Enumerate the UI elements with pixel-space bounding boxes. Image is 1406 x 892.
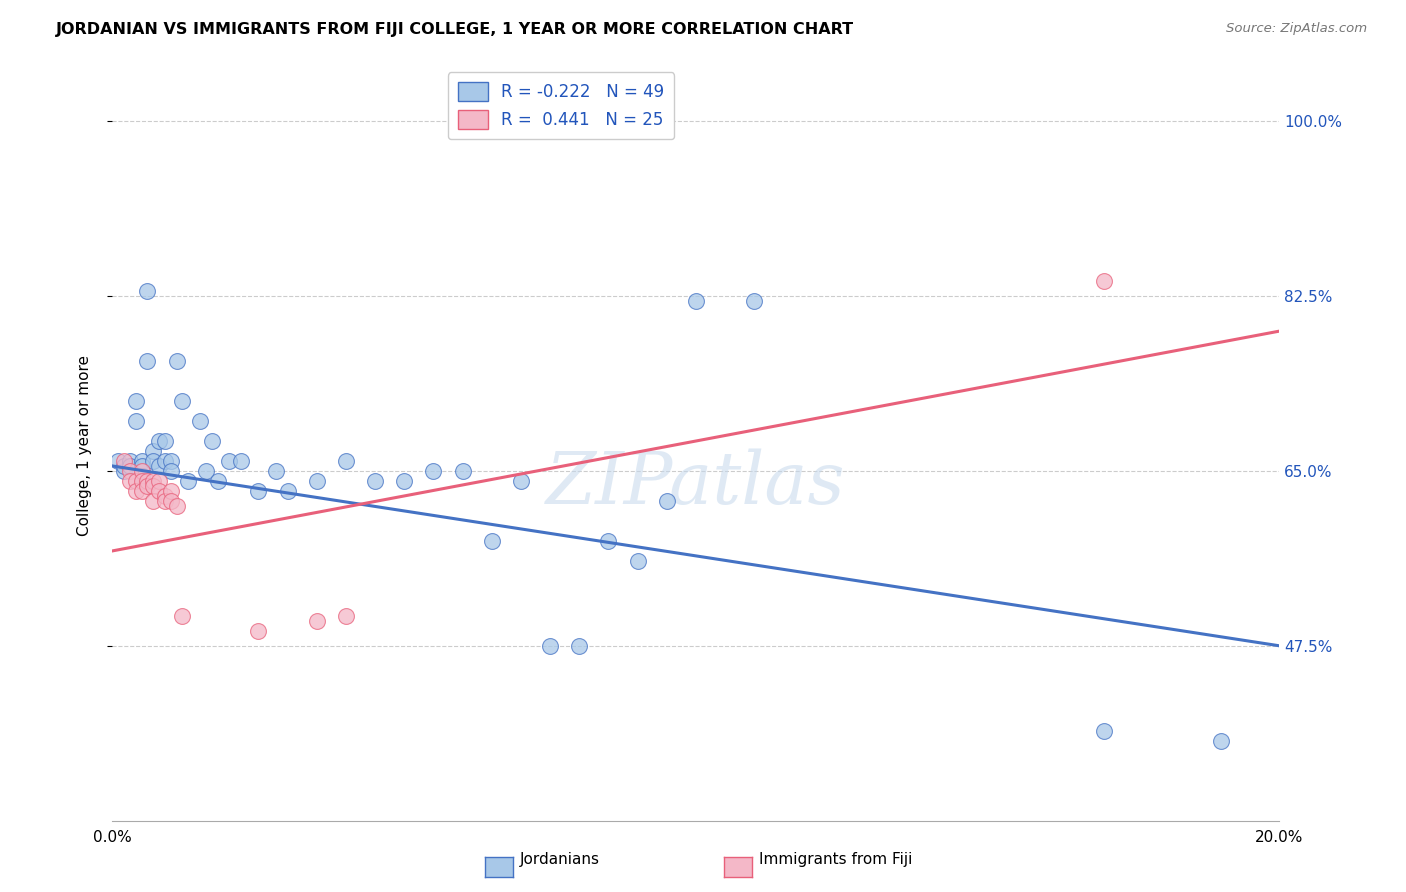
Point [422,464,444,478]
Point [1094,274,1116,288]
Point [509,474,531,488]
Point [112,464,135,478]
Point [481,533,503,548]
Point [160,494,183,508]
Point [160,483,183,498]
Point [136,474,159,488]
Point [131,483,153,498]
Point [125,483,148,498]
Point [107,454,129,468]
Point [153,454,176,468]
Point [148,474,170,488]
Point [177,474,200,488]
Point [112,458,135,473]
Point [207,474,229,488]
Point [1094,723,1116,738]
Point [142,444,165,458]
Point [118,454,141,468]
Point [451,464,474,478]
Point [142,474,165,488]
Point [264,464,287,478]
Point [166,499,188,513]
Point [276,483,298,498]
Point [148,483,170,498]
Point [125,394,148,409]
Point [153,434,176,448]
Point [142,479,165,493]
Point [131,474,153,488]
Point [118,474,141,488]
Point [125,474,148,488]
Point [194,464,217,478]
Text: Jordanians: Jordanians [520,852,600,867]
Point [218,454,240,468]
Point [335,608,357,623]
Point [131,464,153,478]
Point [229,454,252,468]
Point [142,454,165,468]
Point [305,614,328,628]
Point [136,284,159,298]
Point [568,639,591,653]
Point [1209,733,1232,747]
Point [136,354,159,368]
Point [305,474,328,488]
Point [160,454,183,468]
Point [160,464,183,478]
Point [655,494,678,508]
Point [125,414,148,428]
Point [131,458,153,473]
Point [188,414,211,428]
Point [201,434,224,448]
Point [394,474,416,488]
Text: Source: ZipAtlas.com: Source: ZipAtlas.com [1226,22,1367,36]
Point [247,624,270,638]
Point [538,639,561,653]
Point [153,494,176,508]
Point [148,434,170,448]
Point [112,454,135,468]
Point [364,474,387,488]
Point [118,464,141,478]
Point [118,458,141,473]
Point [685,294,707,309]
Point [148,458,170,473]
Point [142,494,165,508]
Text: ZIPatlas: ZIPatlas [546,448,846,519]
Point [153,489,176,503]
Point [247,483,270,498]
Point [742,294,765,309]
Legend: R = -0.222   N = 49, R =  0.441   N = 25: R = -0.222 N = 49, R = 0.441 N = 25 [447,72,673,139]
Point [172,394,194,409]
Y-axis label: College, 1 year or more: College, 1 year or more [77,356,91,536]
Text: Immigrants from Fiji: Immigrants from Fiji [759,852,912,867]
Point [627,554,650,568]
Text: JORDANIAN VS IMMIGRANTS FROM FIJI COLLEGE, 1 YEAR OR MORE CORRELATION CHART: JORDANIAN VS IMMIGRANTS FROM FIJI COLLEG… [56,22,855,37]
Point [131,454,153,468]
Point [335,454,357,468]
Point [131,469,153,483]
Point [136,479,159,493]
Point [598,533,620,548]
Point [166,354,188,368]
Point [172,608,194,623]
